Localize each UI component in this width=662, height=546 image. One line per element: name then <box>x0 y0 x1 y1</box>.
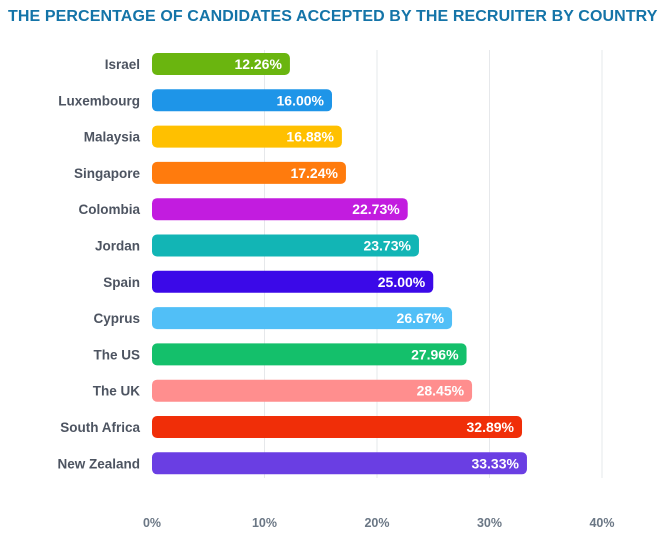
gridlines <box>264 50 603 478</box>
x-tick-label: 0% <box>143 516 161 530</box>
value-label-new-zealand: 33.33% <box>471 455 519 471</box>
value-label-israel: 12.26% <box>234 56 282 72</box>
bar-spain <box>152 270 434 293</box>
category-label-the-uk: The UK <box>93 384 141 399</box>
x-tick-label: 20% <box>364 516 389 530</box>
category-label-the-us: The US <box>93 347 140 362</box>
bar-south-africa <box>152 416 523 438</box>
x-tick-label: 40% <box>589 516 614 530</box>
x-axis-ticks: 0% 10% 20% 30% 40% <box>143 516 615 530</box>
value-label-singapore: 17.24% <box>290 165 338 181</box>
bar-jordan <box>152 234 419 257</box>
category-label-malaysia: Malaysia <box>84 130 141 145</box>
x-tick-label: 30% <box>477 516 502 530</box>
category-label-jordan: Jordan <box>95 239 140 254</box>
category-label-singapore: Singapore <box>74 166 141 181</box>
category-label-spain: Spain <box>103 275 140 290</box>
bar-the-us <box>152 343 467 366</box>
bar-new-zealand <box>152 452 527 475</box>
value-label-south-africa: 32.89% <box>467 419 515 435</box>
bars: 12.26% 16.00% 16.88% 17.24% 22.73% 23.73% 25.0… <box>152 53 527 475</box>
bar-the-uk <box>152 379 473 402</box>
category-label-colombia: Colombia <box>78 202 140 217</box>
bar-malaysia <box>152 125 342 148</box>
value-label-colombia: 22.73% <box>352 201 400 217</box>
value-label-jordan: 23.73% <box>363 238 411 254</box>
value-label-cyprus: 26.67% <box>397 310 445 326</box>
value-label-the-uk: 28.45% <box>417 383 465 399</box>
value-label-spain: 25.00% <box>378 274 426 290</box>
value-label-malaysia: 16.88% <box>286 129 334 145</box>
value-label-luxembourg: 16.00% <box>277 92 325 108</box>
category-labels: Israel Luxembourg Malaysia Singapore Colombi… <box>57 57 140 471</box>
bar-cyprus <box>152 307 453 330</box>
bar-israel <box>152 53 290 75</box>
category-label-new-zealand: New Zealand <box>57 456 140 471</box>
x-tick-label: 10% <box>252 516 277 530</box>
category-label-south-africa: South Africa <box>60 420 140 435</box>
bar-singapore <box>152 161 346 184</box>
value-label-the-us: 27.96% <box>411 346 459 362</box>
category-label-cyprus: Cyprus <box>93 311 140 326</box>
chart-title: THE PERCENTAGE OF CANDIDATES ACCEPTED BY… <box>8 8 658 25</box>
category-label-israel: Israel <box>105 57 140 72</box>
bar-colombia <box>152 198 408 221</box>
bar-luxembourg <box>152 89 332 112</box>
category-label-luxembourg: Luxembourg <box>58 93 140 108</box>
